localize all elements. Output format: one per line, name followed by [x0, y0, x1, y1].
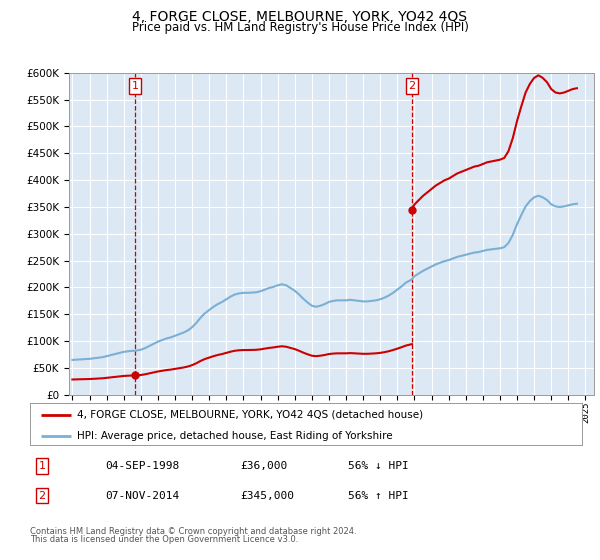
Text: 56% ↓ HPI: 56% ↓ HPI — [348, 461, 409, 471]
Text: 1: 1 — [131, 81, 139, 91]
Text: 07-NOV-2014: 07-NOV-2014 — [105, 491, 179, 501]
Text: 2: 2 — [38, 491, 46, 501]
Text: 04-SEP-1998: 04-SEP-1998 — [105, 461, 179, 471]
Text: HPI: Average price, detached house, East Riding of Yorkshire: HPI: Average price, detached house, East… — [77, 431, 392, 441]
Text: £345,000: £345,000 — [240, 491, 294, 501]
Text: 2: 2 — [409, 81, 415, 91]
Text: Contains HM Land Registry data © Crown copyright and database right 2024.: Contains HM Land Registry data © Crown c… — [30, 527, 356, 536]
Text: 4, FORGE CLOSE, MELBOURNE, YORK, YO42 4QS (detached house): 4, FORGE CLOSE, MELBOURNE, YORK, YO42 4Q… — [77, 410, 423, 420]
Text: 56% ↑ HPI: 56% ↑ HPI — [348, 491, 409, 501]
Text: Price paid vs. HM Land Registry's House Price Index (HPI): Price paid vs. HM Land Registry's House … — [131, 21, 469, 34]
Text: 4, FORGE CLOSE, MELBOURNE, YORK, YO42 4QS: 4, FORGE CLOSE, MELBOURNE, YORK, YO42 4Q… — [133, 10, 467, 24]
Text: 1: 1 — [38, 461, 46, 471]
Text: This data is licensed under the Open Government Licence v3.0.: This data is licensed under the Open Gov… — [30, 535, 298, 544]
Text: £36,000: £36,000 — [240, 461, 287, 471]
